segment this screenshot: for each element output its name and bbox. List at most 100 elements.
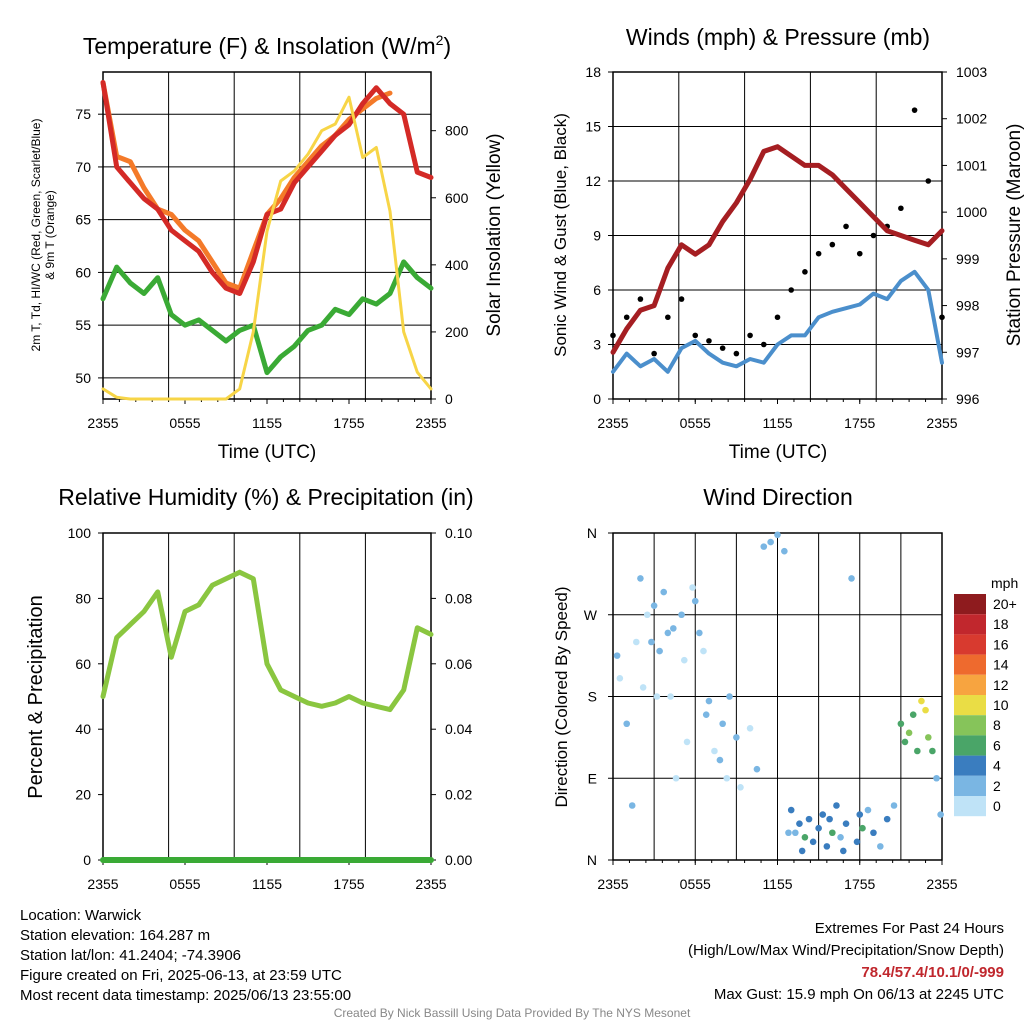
- wind-direction-point: [711, 747, 718, 755]
- x-tick-label-3: 1755: [844, 876, 875, 892]
- series-gust-point: [939, 314, 945, 321]
- legend-swatch: [954, 654, 986, 675]
- legend-label: 18: [993, 616, 1009, 632]
- pressure-ylabel: Station Pressure (Maroon): [1004, 124, 1024, 347]
- wind-direction-point: [877, 843, 884, 850]
- legend-swatch: [954, 614, 986, 635]
- wind-direction-point: [774, 531, 781, 539]
- y2-tick-label-0: 600: [445, 190, 469, 206]
- legend-swatch: [954, 695, 986, 716]
- winds-panel: Winds (mph) & Pressure (mb) Time (UTC) S…: [551, 24, 1024, 463]
- y2-tick-label-0: 200: [445, 324, 469, 340]
- wind-direction-point: [683, 738, 691, 746]
- legend-label: 6: [993, 737, 1001, 753]
- wind-direction-point: [801, 833, 809, 841]
- extremes-title: Extremes For Past 24 Hours: [814, 920, 1004, 937]
- wind-direction-point: [767, 538, 774, 546]
- y-tick-label-2: 0: [83, 852, 91, 868]
- wind-direction-point: [785, 829, 792, 837]
- series-gust-point: [788, 287, 795, 293]
- series-gust-point: [651, 350, 657, 357]
- legend-label: 20+: [993, 596, 1017, 612]
- y-tick-label-1: 12: [585, 173, 601, 189]
- wind-direction-point: [664, 629, 672, 637]
- y-tick-label-0: 60: [75, 264, 91, 280]
- y2-tick-label-1: 996: [956, 391, 980, 407]
- y-tick-label-2: 60: [75, 656, 91, 672]
- wind-direction-point: [702, 711, 710, 718]
- recent-data-text: Most recent data timestamp: 2025/06/13 2…: [20, 987, 352, 1004]
- wind-direction-point: [753, 765, 761, 773]
- y2-tick-label-2: 0.02: [445, 787, 472, 803]
- extremes-values: 78.4/57.4/10.1/0/-999: [861, 964, 1004, 981]
- winds-title: Winds (mph) & Pressure (mb): [626, 24, 930, 50]
- wind-direction-point: [633, 638, 640, 646]
- wind-direction-point: [933, 774, 940, 782]
- y2-tick-label-2: 0.08: [445, 590, 472, 606]
- extremes-box: Extremes For Past 24 Hours (High/Low/Max…: [688, 918, 1004, 1006]
- max-gust-text: Max Gust: 15.9 mph On 06/13 at 2245 UTC: [713, 986, 1004, 1003]
- series-solar-line: [101, 95, 433, 401]
- y2-tick-label-1: 999: [956, 251, 980, 267]
- y-tick-label-0: 70: [75, 159, 91, 175]
- series-t2m-line: [100, 80, 434, 296]
- legend-label: 4: [993, 758, 1001, 774]
- humidity-panel: Relative Humidity (%) & Precipitation (i…: [25, 484, 474, 799]
- x-tick-label-2: 2355: [415, 876, 446, 892]
- wind-direction-point: [819, 811, 827, 818]
- wind-direction-point: [696, 629, 703, 637]
- wind-direction-point: [796, 820, 803, 827]
- y2-tick-label-1: 1001: [956, 157, 987, 173]
- y2-tick-label-2: 0.00: [445, 852, 472, 868]
- series-gust-point: [856, 250, 863, 257]
- wind-direction-point: [660, 588, 668, 596]
- winds-xlabel: Time (UTC): [729, 442, 828, 463]
- wind-direction-point: [650, 602, 658, 609]
- wind-direction-point: [689, 584, 696, 591]
- location-text: Location: Warwick: [20, 907, 142, 924]
- x-tick-label-3: 2355: [597, 876, 628, 892]
- wind-direction-point: [826, 815, 833, 823]
- wind-direction-point: [853, 838, 861, 846]
- wind-direction-point: [700, 647, 707, 655]
- wind-direction-point: [691, 597, 699, 605]
- legend-swatch: [954, 775, 986, 796]
- y-tick-label-0: 50: [75, 370, 91, 386]
- wind-direction-point: [833, 802, 840, 809]
- elevation-text: Station elevation: 164.287 m: [20, 927, 211, 944]
- legend-swatch: [954, 634, 986, 655]
- winds-ylabel: Sonic Wind & Gust (Blue, Black): [551, 113, 570, 357]
- y-tick-label-3: N: [587, 525, 597, 541]
- y-tick-label-0: 55: [75, 317, 91, 333]
- wind-direction-point: [823, 843, 831, 850]
- wind-direction-point: [922, 706, 929, 714]
- plot-frame-2: [102, 532, 432, 861]
- series-td-line: [100, 259, 434, 376]
- wind-direction-point: [737, 784, 744, 791]
- y-tick-label-0: 65: [75, 212, 91, 228]
- y2-tick-label-1: 998: [956, 298, 980, 314]
- y2-tick-label-1: 997: [956, 344, 980, 360]
- wind-direction-point: [628, 802, 636, 809]
- series-gust-point: [760, 341, 767, 348]
- temperature-ylabel-line2: & 9m T (Orange): [43, 190, 57, 280]
- temperature-ylabel-line1: 2m T, Td, HI/WC (Red, Green, Scarlet/Blu…: [29, 119, 43, 352]
- x-tick-label-2: 1155: [252, 876, 282, 892]
- y2-tick-label-1: 1002: [956, 111, 987, 127]
- temperature-xlabel: Time (UTC): [218, 442, 317, 463]
- series-gust-point: [925, 178, 932, 184]
- wind-direction-point: [905, 729, 913, 737]
- series-gust-point: [747, 332, 753, 339]
- wind-direction-point: [805, 815, 813, 823]
- x-tick-label-1: 2355: [597, 415, 628, 431]
- wind-direction-point: [639, 684, 647, 691]
- x-tick-label-1: 2355: [926, 415, 957, 431]
- y2-tick-label-1: 1000: [956, 204, 987, 220]
- wind-direction-point: [870, 829, 877, 837]
- y-tick-label-1: 6: [593, 282, 601, 298]
- x-tick-label-0: 2355: [415, 415, 446, 431]
- y-tick-label-3: S: [588, 689, 597, 705]
- legend-label: 14: [993, 657, 1009, 673]
